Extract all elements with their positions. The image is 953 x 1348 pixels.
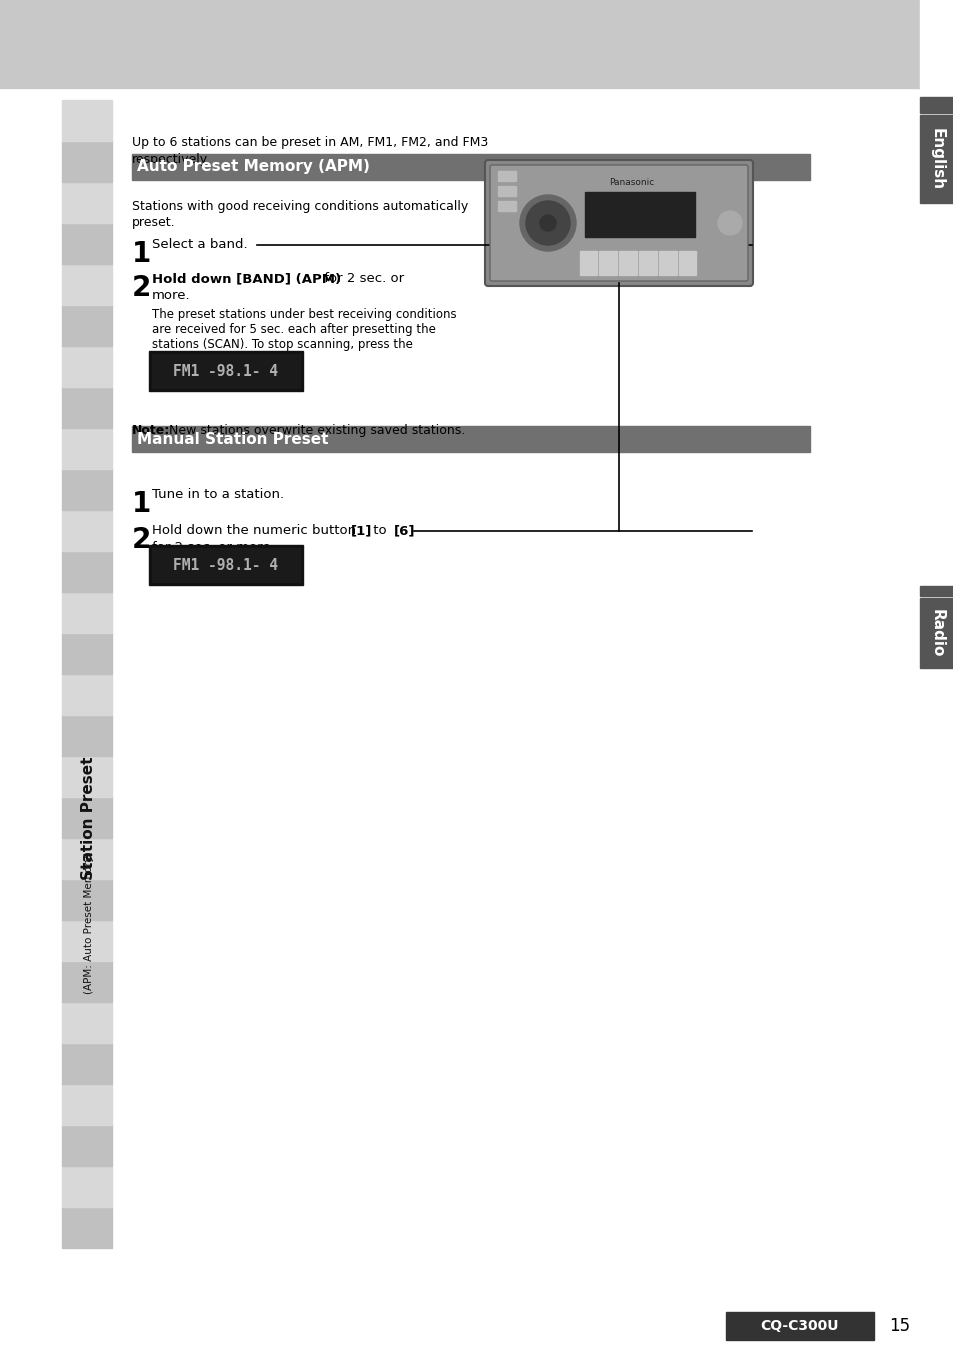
Bar bbox=[132, 154, 809, 181]
Bar bbox=[618, 251, 637, 275]
Bar bbox=[919, 115, 953, 204]
Bar bbox=[152, 355, 299, 388]
Text: 2: 2 bbox=[132, 526, 152, 554]
Bar bbox=[497, 201, 516, 212]
Circle shape bbox=[525, 201, 569, 245]
Bar bbox=[149, 545, 303, 585]
Bar bbox=[62, 1043, 112, 1084]
Text: Hold down the numeric button: Hold down the numeric button bbox=[152, 524, 360, 537]
Text: to: to bbox=[369, 524, 391, 537]
FancyBboxPatch shape bbox=[490, 164, 747, 280]
Bar bbox=[132, 426, 809, 452]
Bar bbox=[0, 0, 919, 88]
Text: The preset stations under best receiving conditions: The preset stations under best receiving… bbox=[152, 307, 456, 321]
Text: 2: 2 bbox=[132, 274, 152, 302]
Bar bbox=[62, 264, 112, 305]
Text: more.: more. bbox=[152, 288, 191, 302]
Bar bbox=[62, 714, 112, 756]
Bar bbox=[149, 350, 303, 391]
Bar bbox=[62, 1126, 112, 1166]
Text: Auto Preset Memory (APM): Auto Preset Memory (APM) bbox=[137, 159, 370, 174]
Text: for 2 sec. or more.: for 2 sec. or more. bbox=[152, 541, 274, 554]
Text: Manual Station Preset: Manual Station Preset bbox=[137, 431, 328, 446]
Bar bbox=[659, 251, 676, 275]
Bar bbox=[62, 1206, 112, 1248]
Text: preset.: preset. bbox=[132, 216, 175, 229]
Bar bbox=[62, 879, 112, 919]
Bar bbox=[152, 549, 299, 582]
Text: Hold down [BAND] (APM): Hold down [BAND] (APM) bbox=[152, 272, 341, 284]
Bar bbox=[62, 551, 112, 592]
Bar bbox=[0, 1304, 953, 1348]
Bar bbox=[62, 305, 112, 346]
Bar bbox=[62, 592, 112, 634]
Bar bbox=[62, 756, 112, 797]
Bar bbox=[919, 586, 953, 596]
Text: Stations with good receiving conditions automatically: Stations with good receiving conditions … bbox=[132, 200, 468, 213]
Bar bbox=[62, 1002, 112, 1043]
Bar bbox=[62, 387, 112, 429]
Text: are received for 5 sec. each after presetting the: are received for 5 sec. each after prese… bbox=[152, 324, 436, 336]
Text: FM1 -98.1- 4: FM1 -98.1- 4 bbox=[173, 364, 278, 379]
Bar bbox=[497, 186, 516, 195]
Text: Up to 6 stations can be preset in AM, FM1, FM2, and FM3: Up to 6 stations can be preset in AM, FM… bbox=[132, 136, 488, 150]
Bar bbox=[62, 674, 112, 714]
Bar bbox=[497, 171, 516, 181]
Bar bbox=[62, 1084, 112, 1126]
FancyBboxPatch shape bbox=[484, 160, 752, 286]
Text: Select a band.: Select a band. bbox=[152, 239, 248, 251]
Bar bbox=[62, 961, 112, 1002]
Bar bbox=[62, 919, 112, 961]
Bar bbox=[62, 469, 112, 510]
Bar bbox=[62, 838, 112, 879]
Circle shape bbox=[718, 212, 741, 235]
Text: Radio: Radio bbox=[928, 609, 943, 658]
Text: FM1 -98.1- 4: FM1 -98.1- 4 bbox=[173, 558, 278, 573]
Text: for 2 sec. or: for 2 sec. or bbox=[319, 272, 404, 284]
Text: Tune in to a station.: Tune in to a station. bbox=[152, 488, 284, 501]
Text: respectively.: respectively. bbox=[132, 154, 211, 166]
Text: Note:: Note: bbox=[132, 425, 170, 437]
Text: English: English bbox=[928, 128, 943, 190]
Bar bbox=[62, 222, 112, 264]
Bar bbox=[62, 429, 112, 469]
Circle shape bbox=[519, 195, 576, 251]
Bar bbox=[62, 346, 112, 387]
Text: [1]: [1] bbox=[351, 524, 372, 537]
Bar bbox=[678, 251, 696, 275]
Bar bbox=[62, 182, 112, 222]
Text: 1: 1 bbox=[132, 491, 152, 518]
Bar bbox=[919, 97, 953, 113]
Text: stations (SCAN). To stop scanning, press the: stations (SCAN). To stop scanning, press… bbox=[152, 338, 413, 350]
Bar bbox=[62, 142, 112, 182]
Text: Station Preset: Station Preset bbox=[81, 756, 96, 880]
Text: CQ-C300U: CQ-C300U bbox=[760, 1318, 839, 1333]
Bar bbox=[579, 251, 597, 275]
Text: Panasonic: Panasonic bbox=[609, 178, 654, 187]
Bar bbox=[725, 1312, 873, 1340]
Text: 15: 15 bbox=[888, 1317, 909, 1335]
Bar bbox=[919, 0, 953, 88]
Bar bbox=[62, 100, 112, 142]
Circle shape bbox=[539, 214, 556, 231]
Bar bbox=[584, 191, 694, 237]
Bar bbox=[62, 634, 112, 674]
Text: numeric button [1] to [6].: numeric button [1] to [6]. bbox=[152, 353, 303, 367]
Text: (APM: Auto Preset Memory): (APM: Auto Preset Memory) bbox=[84, 852, 94, 995]
Bar bbox=[639, 251, 656, 275]
Text: [6]: [6] bbox=[394, 524, 416, 537]
Text: New stations overwrite existing saved stations.: New stations overwrite existing saved st… bbox=[165, 425, 465, 437]
Bar bbox=[62, 510, 112, 551]
Bar bbox=[598, 251, 617, 275]
Text: 1: 1 bbox=[132, 240, 152, 268]
Bar bbox=[62, 1166, 112, 1206]
Bar bbox=[919, 599, 953, 669]
Bar bbox=[62, 797, 112, 838]
